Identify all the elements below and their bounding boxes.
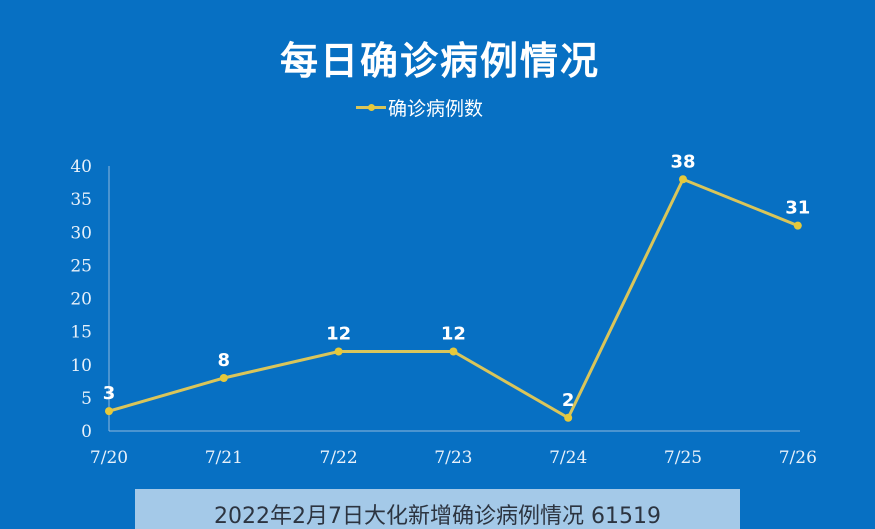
x-tick-label: 7/21 xyxy=(205,448,243,468)
data-point-marker xyxy=(334,347,343,356)
axes xyxy=(108,166,800,432)
data-point-marker xyxy=(564,413,573,422)
data-series xyxy=(105,175,802,422)
y-axis-ticks: 0 5 10 15 20 25 30 35 40 xyxy=(70,157,92,442)
data-label: 38 xyxy=(670,151,695,172)
legend-line-marker-icon xyxy=(356,95,386,119)
data-point-marker xyxy=(105,407,113,416)
x-tick-label: 7/20 xyxy=(90,448,128,468)
y-tick-label: 5 xyxy=(81,389,92,409)
series-line xyxy=(108,177,799,420)
x-tick-label: 7/25 xyxy=(664,448,702,468)
x-axis-ticks: 7/20 7/21 7/22 7/23 7/24 7/25 7/26 xyxy=(90,448,817,468)
data-point-marker xyxy=(449,347,458,356)
data-label: 3 xyxy=(103,383,116,404)
data-point-marker xyxy=(679,175,687,184)
caption-watermark: 2022年2月7日大化新增确诊病例情况 61519 xyxy=(135,489,740,529)
y-tick-label: 25 xyxy=(70,256,92,276)
data-point-marker xyxy=(219,374,228,382)
data-point-marker xyxy=(793,221,802,230)
y-tick-label: 40 xyxy=(70,157,92,177)
x-tick-label: 7/22 xyxy=(320,448,358,468)
chart-title: 每日确诊病例情况 xyxy=(279,39,600,83)
y-tick-label: 30 xyxy=(70,223,92,243)
x-tick-label: 7/23 xyxy=(434,448,472,468)
legend: 确诊病例数 xyxy=(356,95,484,120)
data-label: 8 xyxy=(218,350,231,371)
y-tick-label: 0 xyxy=(81,422,92,442)
y-tick-label: 20 xyxy=(70,290,92,310)
x-tick-label: 7/24 xyxy=(549,448,587,468)
y-tick-label: 35 xyxy=(70,190,92,210)
data-label: 31 xyxy=(785,198,810,219)
data-label: 2 xyxy=(562,390,575,411)
y-tick-label: 15 xyxy=(70,323,92,343)
y-tick-label: 10 xyxy=(70,356,92,376)
data-label: 12 xyxy=(441,324,466,345)
legend-label: 确诊病例数 xyxy=(388,97,484,120)
x-tick-label: 7/26 xyxy=(779,448,817,468)
data-label: 12 xyxy=(326,324,351,345)
